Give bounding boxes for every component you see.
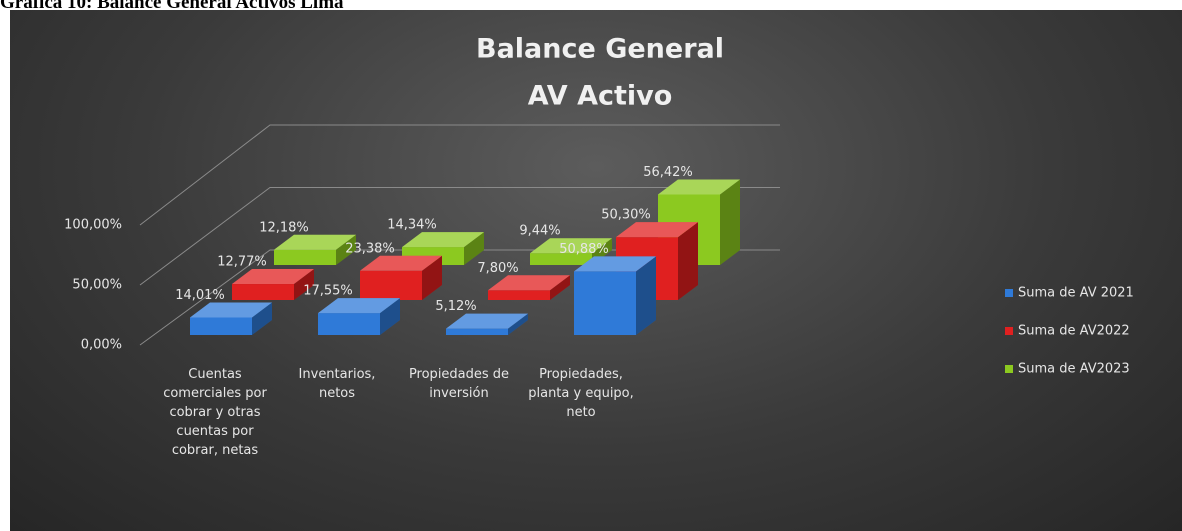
bar-front — [360, 270, 422, 300]
chart: Balance General AV Activo 0,00% 50,00% 100… — [64, 34, 1134, 377]
bar-top-shine — [658, 179, 740, 195]
bar-top-shine — [402, 232, 484, 248]
legend-swatch — [1005, 365, 1013, 373]
bar-top — [446, 313, 528, 329]
bar-top-shine — [190, 302, 272, 318]
bar-side — [550, 275, 570, 300]
data-label: 50,30% — [601, 208, 651, 223]
legend-swatch — [1005, 327, 1013, 335]
bar-top — [232, 269, 314, 285]
bar-top-shine — [530, 238, 612, 254]
data-label: 17,55% — [303, 284, 353, 299]
bar-side — [380, 298, 400, 335]
bar-side-shade — [294, 269, 314, 300]
data-label: 12,77% — [217, 255, 267, 270]
bar-top — [402, 232, 484, 248]
data-label: 5,12% — [435, 299, 476, 314]
grid-line — [139, 187, 780, 286]
bar-side-shade — [422, 255, 442, 300]
data-label: 14,01% — [175, 288, 225, 303]
data-label: 23,38% — [345, 241, 395, 256]
legend-label: Suma de AV2022 — [1018, 324, 1130, 339]
data-label: 12,18% — [259, 220, 309, 235]
bar-side-shade — [336, 234, 356, 265]
bar-side — [336, 234, 356, 265]
bar-top — [616, 222, 698, 238]
data-label: 56,42% — [643, 165, 693, 180]
bar-side — [294, 269, 314, 300]
bar-side-shade — [678, 222, 698, 300]
x-tick-label: Inventarios, netos — [298, 367, 376, 401]
bar-top-shine — [232, 269, 314, 285]
bar-side-shade — [508, 313, 528, 335]
y-tick-label: 100,00% — [64, 218, 122, 233]
bar-top — [530, 238, 612, 254]
chart-title: Balance General — [476, 34, 724, 65]
bar-front — [318, 313, 380, 335]
bar-top-shine — [318, 298, 400, 314]
bar-side-shade — [636, 256, 656, 335]
bar-front — [190, 317, 252, 335]
data-label: 7,80% — [477, 261, 518, 276]
bar-front — [274, 249, 336, 265]
bar-side — [252, 302, 272, 335]
bar-side — [464, 232, 484, 265]
bar-side-shade — [550, 275, 570, 300]
bar-top-shine — [360, 255, 442, 271]
bar-top — [360, 255, 442, 271]
bar-side-shade — [380, 298, 400, 335]
x-tick-label: Propiedades de inversión — [408, 367, 510, 401]
bar-side-shade — [252, 302, 272, 335]
x-tick-label: Cuentas comerciales por cobrar y otras c… — [163, 367, 267, 458]
bar-side-shade — [720, 179, 740, 265]
data-label: 50,88% — [559, 242, 609, 257]
bar-top — [318, 298, 400, 314]
bar-top — [190, 302, 272, 318]
legend-label: Suma de AV 2021 — [1018, 286, 1134, 301]
bar-front — [446, 328, 508, 335]
bar-side-shade — [464, 232, 484, 265]
legend-label: Suma de AV2023 — [1018, 362, 1130, 377]
bar-top — [488, 275, 570, 291]
bar-front — [488, 290, 550, 300]
bar-front — [232, 284, 294, 300]
data-label: 9,44% — [519, 224, 560, 239]
chart-area: Balance General AV Activo 0,00% 50,00% 100… — [10, 10, 1182, 531]
x-tick-label: Propiedades, planta y equipo, neto — [528, 367, 634, 420]
bar-top-shine — [274, 234, 356, 250]
data-label: 14,34% — [387, 218, 437, 233]
bar-side — [508, 313, 528, 335]
chart-title: AV Activo — [528, 81, 673, 112]
bar-side — [678, 222, 698, 300]
caption: Gráfica 10: Balance General Activos Lima — [0, 0, 344, 13]
y-tick-label: 50,00% — [72, 278, 122, 293]
bar-front — [574, 271, 636, 335]
bar-top — [658, 179, 740, 195]
bar-front — [530, 253, 592, 265]
y-tick-label: 0,00% — [81, 338, 122, 353]
bar-top-shine — [488, 275, 570, 291]
legend-swatch — [1005, 289, 1013, 297]
bar-side — [636, 256, 656, 335]
bar-top-shine — [574, 256, 656, 272]
bar-top-shine — [616, 222, 698, 238]
bar-side — [422, 255, 442, 300]
bar-top — [574, 256, 656, 272]
grid-line — [139, 124, 780, 226]
bar-top — [274, 234, 356, 250]
bar-top-shine — [446, 313, 528, 329]
bar-side — [720, 179, 740, 265]
